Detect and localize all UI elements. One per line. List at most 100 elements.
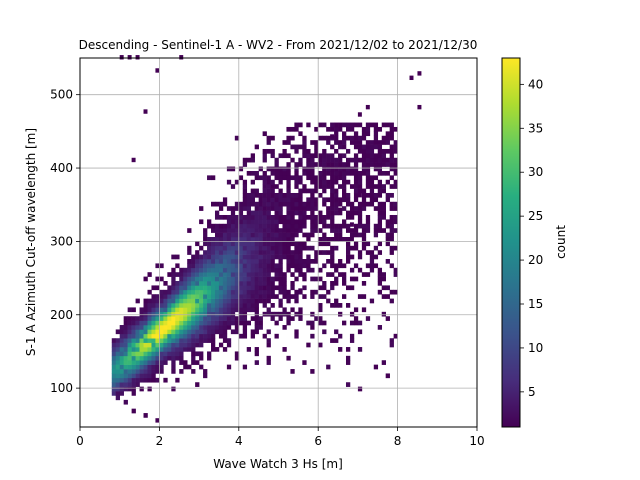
heatmap-cell [266,188,271,194]
heatmap-cell [214,329,220,335]
heatmap-cell [298,316,303,321]
heatmap-cell [385,197,390,203]
heatmap-cell [278,311,283,317]
heatmap-cell [349,237,354,242]
heatmap-cell [310,245,315,251]
heatmap-cell [294,311,299,317]
heatmap-cell [389,223,394,229]
heatmap-cell [393,140,398,145]
heatmap-cell [326,206,331,211]
heatmap-cell [393,184,398,189]
heatmap-cell [171,267,176,273]
heatmap-cell [377,210,383,216]
heatmap-cell [222,285,228,291]
heatmap-cell [163,294,168,299]
heatmap-cell [266,311,271,317]
heatmap-cell [286,316,291,321]
heatmap-cell [211,294,216,299]
heatmap-cell [270,153,275,159]
heatmap-cell [214,320,220,326]
heatmap-cell [373,245,379,251]
heatmap-cell [338,144,343,150]
heatmap-cell [203,285,208,291]
heatmap-cell [159,342,164,348]
heatmap-cell [214,281,220,286]
heatmap-cell [393,144,398,150]
heatmap-cell [270,197,275,203]
heatmap-cell [230,245,236,251]
heatmap-cell [326,166,331,172]
heatmap-cell [266,360,271,365]
heatmap-cell [278,254,283,260]
heatmap-cell [155,360,160,365]
heatmap-cell [234,351,240,357]
heatmap-cell [199,329,204,335]
heatmap-cell [294,210,299,216]
heatmap-cell [393,206,398,211]
heatmap-cell [270,254,275,260]
heatmap-cell [222,228,228,233]
heatmap-cell [147,272,152,277]
heatmap-cell [139,355,144,361]
heatmap-cell [262,272,267,277]
heatmap-cell [294,192,299,198]
heatmap-cell [242,179,248,185]
heatmap-cell [278,316,283,321]
heatmap-cell [250,210,255,216]
heatmap-cell [254,175,259,181]
heatmap-cell [195,250,200,255]
heatmap-cell [270,201,275,207]
heatmap-cell [278,192,283,198]
heatmap-cell [214,307,220,313]
heatmap-cell [314,148,319,154]
heatmap-cell [135,320,140,326]
heatmap-cell [207,259,212,264]
heatmap-cell [270,281,275,286]
heatmap-cell [322,219,327,225]
heatmap-cell [294,144,299,150]
heatmap-cell [234,294,240,299]
heatmap-cell [250,228,255,233]
heatmap-cell [369,259,375,264]
heatmap-cell [246,281,252,286]
heatmap-cell [195,311,200,317]
heatmap-cell [207,263,212,269]
heatmap-cell [266,214,271,220]
heatmap-cell [282,307,287,313]
heatmap-cell [369,148,375,154]
heatmap-cell [207,320,212,326]
heatmap-cell [211,272,216,277]
heatmap-cell [214,311,220,317]
heatmap-cell [286,126,291,132]
heatmap-cell [373,175,379,181]
heatmap-cell [270,223,275,229]
heatmap-cell [310,289,315,295]
heatmap-cell [175,254,180,260]
heatmap-cell [365,263,371,269]
heatmap-cell [353,223,359,229]
heatmap-cell [318,219,323,225]
heatmap-cell [242,285,248,291]
heatmap-cell [127,342,132,348]
heatmap-cell [151,347,156,352]
heatmap-cell [234,237,240,242]
heatmap-cell [143,329,148,335]
heatmap-cell [159,364,164,370]
heatmap-cell [115,369,120,374]
heatmap-cell [290,259,295,264]
heatmap-cell [290,241,295,247]
heatmap-cell [191,276,196,282]
heatmap-cell [222,245,228,251]
heatmap-cell [199,294,204,299]
heatmap-cell [207,289,212,295]
heatmap-cell [326,126,331,132]
heatmap-cell [385,294,390,299]
heatmap-cell [218,276,224,282]
heatmap-cell [290,223,295,229]
heatmap-cell [314,144,319,150]
heatmap-cell [230,241,236,247]
heatmap-cell [270,232,275,238]
heatmap-cell [345,126,351,132]
heatmap-cell [135,316,140,321]
heatmap-cell [282,347,287,352]
